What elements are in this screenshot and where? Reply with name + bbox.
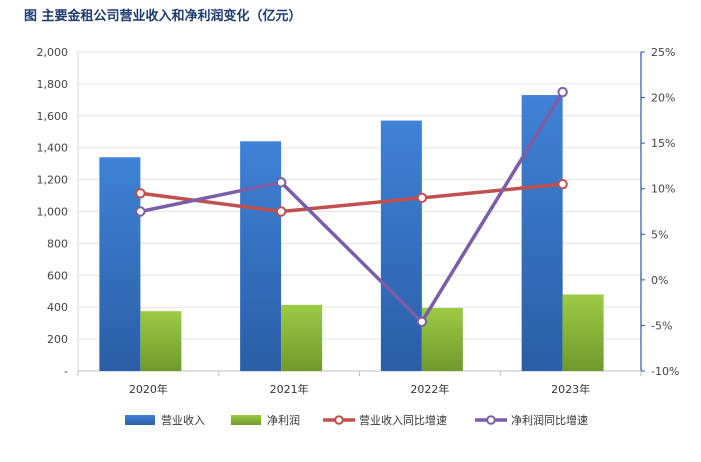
bar-net-profit [281, 304, 323, 371]
bar-net-profit [140, 311, 182, 371]
y-left-tick-label: 800 [47, 237, 68, 250]
legend-label: 净利润同比增速 [511, 413, 588, 427]
y-left-tick-label: 600 [47, 269, 68, 282]
bar-revenue [521, 95, 563, 371]
bar-revenue [380, 120, 422, 372]
y-right-tick-label: 5% [651, 228, 668, 241]
y-left-tick-label: 1,600 [37, 110, 69, 123]
point-net-profit-growth [557, 86, 568, 98]
point-net-profit-growth [275, 177, 287, 188]
legend-label: 净利润 [267, 413, 300, 427]
legend-marker [334, 415, 344, 425]
bar-revenue [99, 157, 141, 371]
x-tick-label: 2023年 [551, 382, 590, 396]
point-revenue-growth [557, 178, 568, 190]
x-tick-label: 2021年 [270, 382, 309, 396]
bar-revenue [240, 141, 282, 371]
legend-label: 营业收入同比增速 [359, 413, 447, 427]
y-left-tick-label: 1,800 [37, 78, 69, 91]
y-right-tick-label: 10% [651, 183, 675, 196]
x-tick-label: 2022年 [410, 382, 449, 396]
legend-label: 营业收入 [161, 413, 205, 427]
point-net-profit-growth [135, 206, 146, 217]
bar-net-profit [421, 307, 463, 371]
y-right-tick-label: 20% [651, 92, 675, 105]
y-right-tick-label: -5% [651, 319, 672, 332]
y-left-tick-label: 200 [47, 333, 68, 346]
point-net-profit-growth [416, 316, 428, 327]
bar-net-profit [562, 294, 604, 371]
line-net-profit-growth [140, 91, 565, 324]
y-left-tick-label: 2,000 [37, 46, 69, 59]
y-right-tick-label: -10% [651, 365, 679, 378]
legend: 营业收入 净利润 营业收入同比增速 净利润同比增速 [125, 413, 588, 427]
y-right-tick-label: 25% [651, 46, 675, 59]
y-right-tick-label: 0% [651, 274, 668, 287]
bars [99, 95, 604, 372]
point-revenue-growth [275, 206, 287, 217]
y-left-tick-label: - [64, 365, 68, 378]
y-left-tick-label: 400 [47, 301, 68, 314]
y-left-tick-label: 1,400 [37, 142, 69, 155]
y-left-tick-label: 1,000 [37, 206, 69, 219]
y-left-tick-label: 1,200 [37, 174, 69, 187]
legend-marker [486, 415, 496, 425]
legend-swatch [125, 415, 155, 425]
x-tick-label: 2020年 [129, 382, 168, 396]
legend-swatch [231, 415, 261, 425]
point-revenue-growth [135, 188, 146, 199]
chart-title: 图 主要金租公司营业收入和净利润变化（亿元） [24, 9, 302, 24]
point-revenue-growth [416, 192, 428, 204]
line-revenue-growth [140, 182, 563, 214]
tick-labels: - 200 400 600 800 1,000 1,200 1,400 1,600 1,800 2,… [37, 46, 680, 396]
y-right-tick-label: 15% [651, 137, 675, 150]
lines [135, 86, 568, 327]
